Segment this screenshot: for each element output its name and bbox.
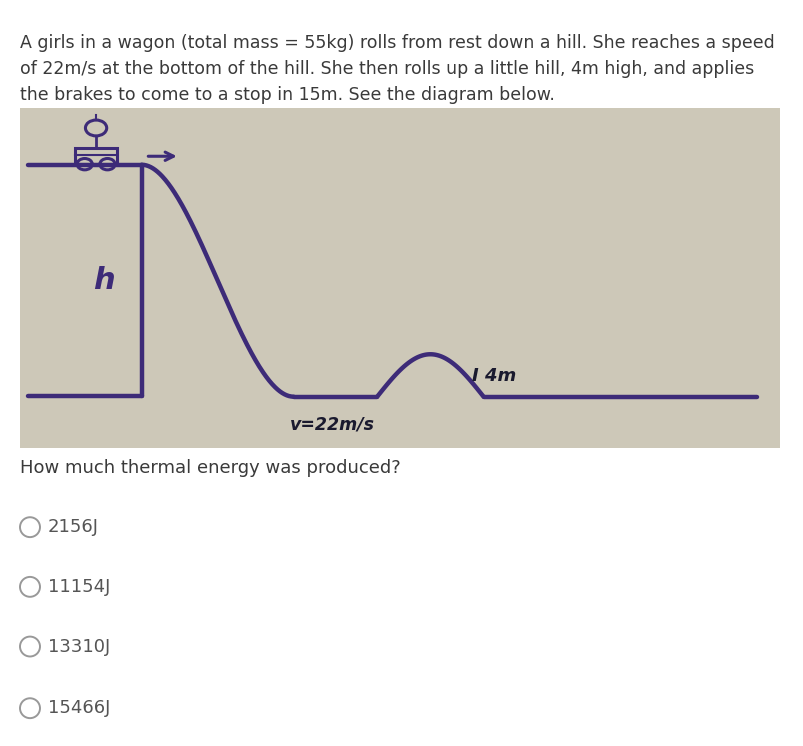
Circle shape [20, 577, 40, 597]
Text: A girls in a wagon (total mass = 55kg) rolls from rest down a hill. She reaches : A girls in a wagon (total mass = 55kg) r… [20, 34, 774, 51]
Text: How much thermal energy was produced?: How much thermal energy was produced? [20, 459, 401, 477]
Text: of 22m/s at the bottom of the hill. She then rolls up a little hill, 4m high, an: of 22m/s at the bottom of the hill. She … [20, 60, 753, 78]
Circle shape [20, 636, 40, 656]
Text: 2156J: 2156J [48, 518, 99, 536]
Circle shape [20, 698, 40, 718]
Text: the brakes to come to a stop in 15m. See the diagram below.: the brakes to come to a stop in 15m. See… [20, 86, 554, 104]
Text: 11154J: 11154J [48, 578, 110, 596]
Text: I 4m: I 4m [471, 367, 516, 386]
Bar [75, 148, 117, 163]
Text: 15466J: 15466J [48, 699, 110, 717]
Text: 13310J: 13310J [48, 638, 110, 656]
Text: h: h [92, 266, 114, 295]
Text: v=22m/s: v=22m/s [289, 416, 374, 433]
Circle shape [20, 517, 40, 537]
